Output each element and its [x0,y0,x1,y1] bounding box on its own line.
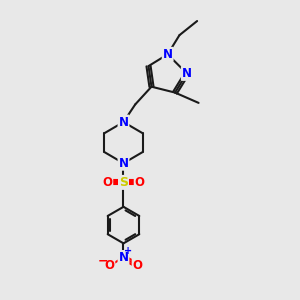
Text: O: O [135,176,145,189]
Text: O: O [133,259,142,272]
Text: +: + [124,246,133,256]
Text: N: N [118,251,128,264]
Text: O: O [102,176,112,189]
Text: N: N [163,48,173,61]
Text: −: − [98,255,108,268]
Text: S: S [119,176,128,189]
Text: N: N [118,116,128,128]
Text: O: O [104,259,114,272]
Text: N: N [118,157,128,170]
Text: N: N [182,67,192,80]
